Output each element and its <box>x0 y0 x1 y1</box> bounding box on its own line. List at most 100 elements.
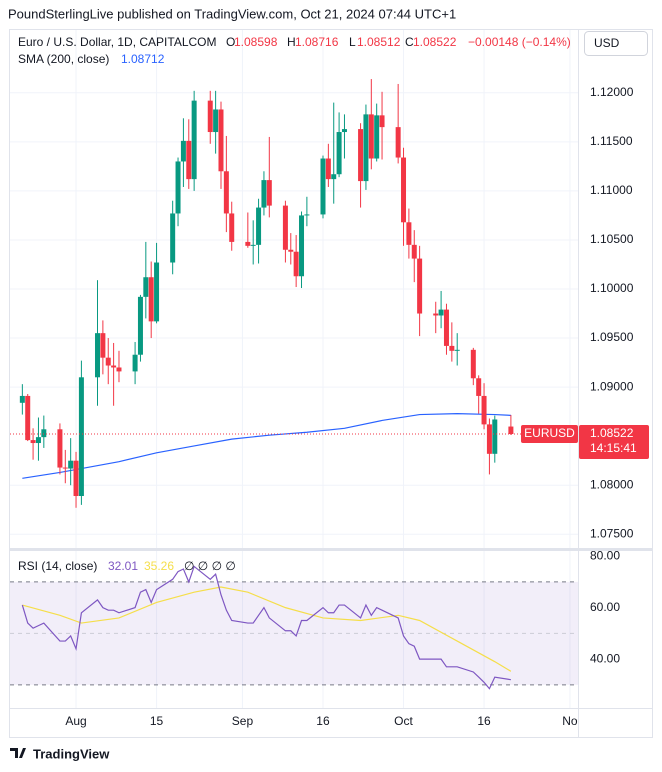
legend-title: Euro / U.S. Dollar, 1D, CAPITALCOM <box>18 35 217 49</box>
candle-body <box>368 114 374 159</box>
legend-low-key: L <box>349 35 356 49</box>
legend-high-key: H <box>287 35 296 49</box>
candle-body <box>245 241 251 246</box>
footer: TradingView <box>33 746 110 761</box>
x-tick-label: Sep <box>232 714 254 728</box>
candle-body <box>100 333 106 358</box>
y-tick-label: 1.09000 <box>590 379 634 393</box>
candle-body <box>379 115 385 128</box>
candle-body <box>143 277 149 297</box>
y-tick-label: 1.10000 <box>590 281 634 295</box>
candle-body <box>331 174 337 180</box>
candle-body <box>401 157 407 223</box>
candle-body <box>288 249 294 252</box>
candle-body <box>486 424 492 454</box>
candle-body <box>411 244 417 259</box>
candle-body <box>508 426 514 435</box>
candle-body <box>218 109 224 172</box>
candle-body <box>170 213 176 263</box>
rsi-line <box>22 586 512 672</box>
rsi-legend-value: 35.26 <box>144 559 174 573</box>
candle-body <box>443 309 449 346</box>
candle-body <box>293 251 299 277</box>
rsi-legend-value: 32.01 <box>108 559 138 573</box>
candle-body <box>395 127 401 158</box>
candle-body <box>68 460 74 469</box>
y-tick-label: 1.08000 <box>590 477 634 491</box>
sma-legend-name: SMA (200, close) <box>18 52 109 66</box>
candle-body <box>95 333 101 378</box>
rsi-legend-extra: ∅ ∅ ∅ ∅ <box>184 559 236 573</box>
symbol-tag-label: EURUSD <box>524 426 575 440</box>
candle-body <box>223 171 229 214</box>
frame <box>9 29 653 738</box>
candle-body <box>41 429 47 438</box>
price-tag <box>579 425 649 460</box>
legend-close-key: C <box>405 35 414 49</box>
y-tick-label: 80.00 <box>590 548 620 562</box>
y-tick-label: 40.00 <box>590 651 620 665</box>
candle-body <box>363 114 369 182</box>
candle-body <box>374 115 380 159</box>
symbol-tag <box>521 425 578 444</box>
rsi-legend-title: RSI (14, close) <box>18 559 97 573</box>
y-tick-label: 1.11500 <box>590 134 633 148</box>
candle-body <box>454 349 460 351</box>
candle-body <box>406 222 412 245</box>
x-tick-label: Aug <box>65 714 86 728</box>
candle-body <box>111 365 117 368</box>
legend-high-value: 1.08716 <box>295 35 339 49</box>
candle-body <box>25 395 31 441</box>
legend-low-value: 1.08512 <box>357 35 401 49</box>
y-tick-label: 1.09500 <box>590 330 634 344</box>
logo: TradingView <box>10 746 110 761</box>
candle-body <box>154 262 160 322</box>
candle-body <box>449 345 455 351</box>
candle-body <box>191 100 197 180</box>
candle-body <box>105 357 111 366</box>
y-tick-label: 60.00 <box>590 600 620 614</box>
candle-body <box>417 258 423 314</box>
candle-body <box>341 129 347 133</box>
candle-body <box>470 349 476 379</box>
header: PoundSterlingLive published on TradingVi… <box>8 6 456 21</box>
candle-body <box>492 419 498 454</box>
logo-mark <box>10 748 26 758</box>
candle-body <box>132 354 138 372</box>
candle-body <box>30 440 36 444</box>
legend-close-value: 1.08522 <box>413 35 457 49</box>
candle-body <box>438 309 444 316</box>
candle-body <box>78 377 84 497</box>
x-tick-label: No <box>562 714 578 728</box>
candle-body <box>358 129 364 182</box>
candle-body <box>256 207 262 245</box>
price-tag-countdown: 14:15:41 <box>590 441 637 455</box>
x-tick-label: Oct <box>394 714 413 728</box>
candle-body <box>73 460 79 497</box>
x-tick-label: 16 <box>477 714 491 728</box>
y-tick-label: 1.12000 <box>590 85 634 99</box>
x-tick-label: 15 <box>150 714 164 728</box>
candle-body <box>266 180 272 206</box>
candle-body <box>325 158 331 180</box>
candle-body <box>261 180 267 208</box>
candle-body <box>57 429 63 468</box>
candle-body <box>62 467 68 469</box>
candle-body <box>137 296 143 355</box>
currency[interactable]: USD <box>594 36 620 50</box>
rsi-line <box>21 565 511 690</box>
legend-open-value: 1.08598 <box>234 35 278 49</box>
candle-body <box>213 109 219 133</box>
sma-legend-value: 1.08712 <box>121 52 165 66</box>
candle-body <box>35 437 41 444</box>
legend-change: −0.00148 (−0.14%) <box>468 35 571 49</box>
candle-body <box>304 214 310 216</box>
price-tag-value: 1.08522 <box>590 426 634 440</box>
sma-line <box>22 412 511 479</box>
candle-body <box>180 140 186 162</box>
candle-body <box>336 132 342 175</box>
candle-body <box>175 161 181 214</box>
y-tick-label: 1.10500 <box>590 232 634 246</box>
currency-box[interactable] <box>584 31 648 56</box>
